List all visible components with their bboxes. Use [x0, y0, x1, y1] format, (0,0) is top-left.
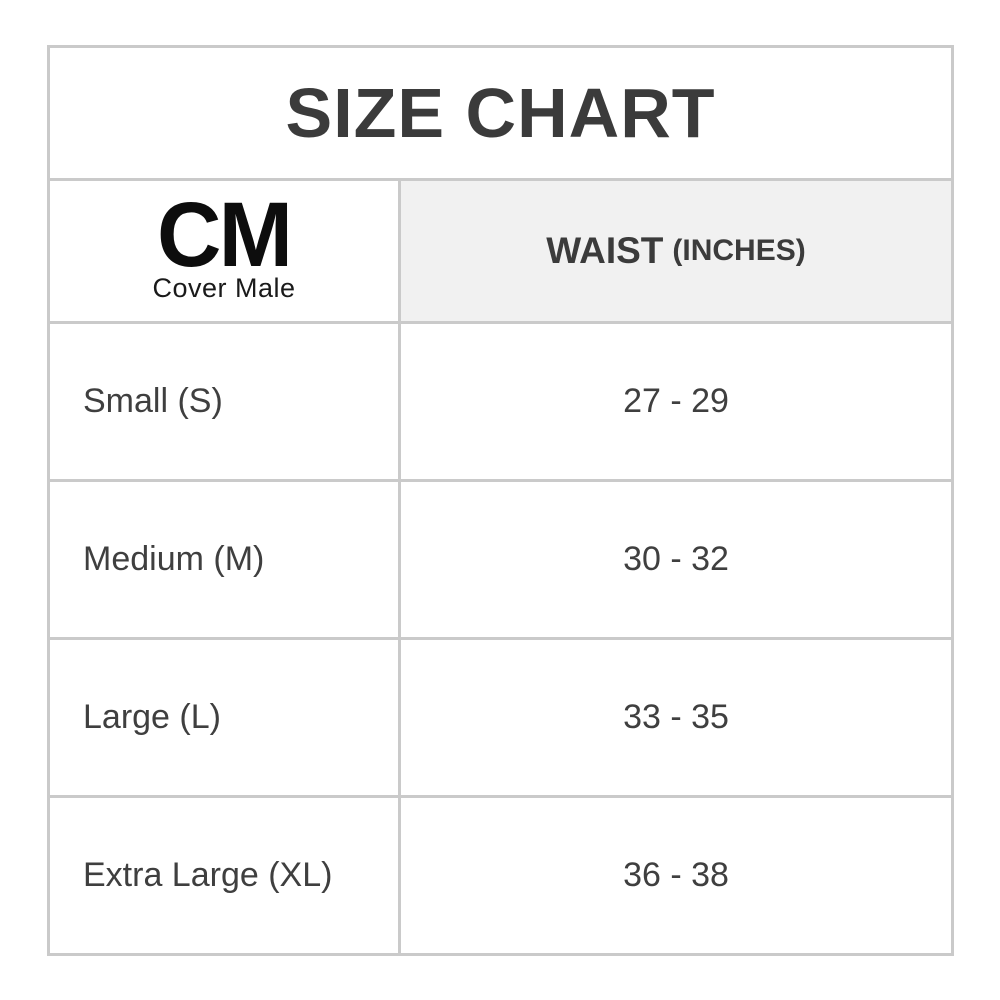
size-cell: Medium (M) — [50, 482, 398, 637]
waist-value: 33 - 35 — [623, 698, 729, 736]
waist-value: 36 - 38 — [623, 856, 729, 894]
header-row: CM Cover Male WAIST (INCHES) — [50, 178, 951, 321]
waist-value: 30 - 32 — [623, 540, 729, 578]
table-row: Small (S) 27 - 29 — [50, 321, 951, 479]
table-row: Extra Large (XL) 36 - 38 — [50, 795, 951, 953]
waist-cell: 27 - 29 — [398, 324, 951, 479]
waist-cell: 30 - 32 — [398, 482, 951, 637]
table-row: Medium (M) 30 - 32 — [50, 479, 951, 637]
waist-cell: 36 - 38 — [398, 798, 951, 953]
title-row: SIZE CHART — [50, 48, 951, 178]
waist-header-cell: WAIST (INCHES) — [398, 181, 951, 321]
brand-name: Cover Male — [152, 273, 296, 304]
size-label: Extra Large (XL) — [83, 856, 333, 894]
waist-value: 27 - 29 — [623, 382, 729, 420]
waist-cell: 33 - 35 — [398, 640, 951, 795]
size-chart-table: SIZE CHART CM Cover Male WAIST (INCHES) … — [47, 45, 954, 956]
brand-cell: CM Cover Male — [50, 181, 398, 321]
size-label: Small (S) — [83, 382, 223, 420]
size-cell: Large (L) — [50, 640, 398, 795]
waist-header-unit: (INCHES) — [672, 234, 806, 267]
chart-title: SIZE CHART — [285, 74, 716, 152]
waist-header-label: WAIST — [546, 230, 664, 271]
table-row: Large (L) 33 - 35 — [50, 637, 951, 795]
brand-initials: CM — [157, 183, 294, 286]
size-label: Large (L) — [83, 698, 221, 736]
size-cell: Small (S) — [50, 324, 398, 479]
size-label: Medium (M) — [83, 540, 265, 578]
size-cell: Extra Large (XL) — [50, 798, 398, 953]
brand-logo: CM Cover Male — [50, 183, 398, 304]
